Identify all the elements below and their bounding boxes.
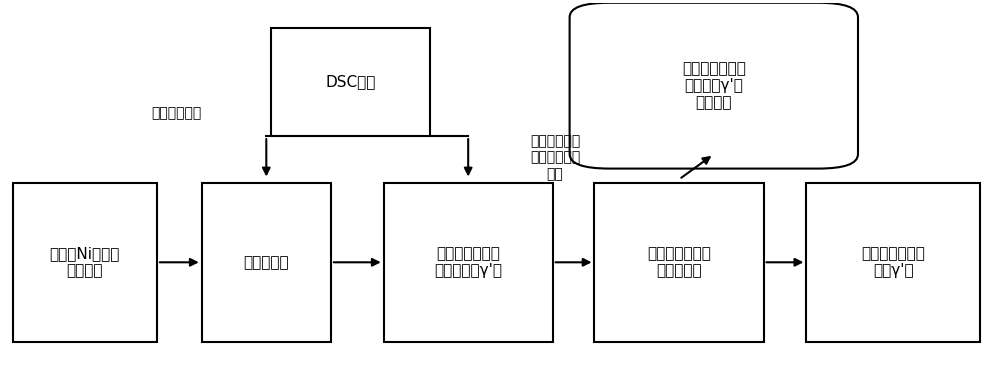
FancyBboxPatch shape bbox=[594, 183, 764, 341]
FancyBboxPatch shape bbox=[202, 183, 331, 341]
Text: 制备态Ni基粉末
高温合金: 制备态Ni基粉末 高温合金 bbox=[50, 246, 120, 279]
Text: 过固溶保温: 过固溶保温 bbox=[243, 255, 289, 270]
FancyBboxPatch shape bbox=[13, 183, 157, 341]
FancyBboxPatch shape bbox=[271, 28, 430, 136]
Text: 控制保温温度和
时间调控γ'相
预析出量: 控制保温温度和 时间调控γ'相 预析出量 bbox=[682, 61, 746, 111]
Text: 保温处理促进锯
齿晶界形成: 保温处理促进锯 齿晶界形成 bbox=[647, 246, 711, 279]
Text: 确定一定冷却
速度下的中间
温度: 确定一定冷却 速度下的中间 温度 bbox=[530, 134, 580, 181]
Text: 空冷至室温析出
细小γ'相: 空冷至室温析出 细小γ'相 bbox=[861, 246, 925, 279]
FancyBboxPatch shape bbox=[806, 183, 980, 341]
FancyBboxPatch shape bbox=[384, 183, 553, 341]
Text: DSC测试: DSC测试 bbox=[326, 75, 376, 90]
Text: 确定固溶温度: 确定固溶温度 bbox=[152, 106, 202, 120]
FancyBboxPatch shape bbox=[570, 3, 858, 169]
Text: 缓慢冷却至中间
温度预析出γ'相: 缓慢冷却至中间 温度预析出γ'相 bbox=[434, 246, 502, 279]
